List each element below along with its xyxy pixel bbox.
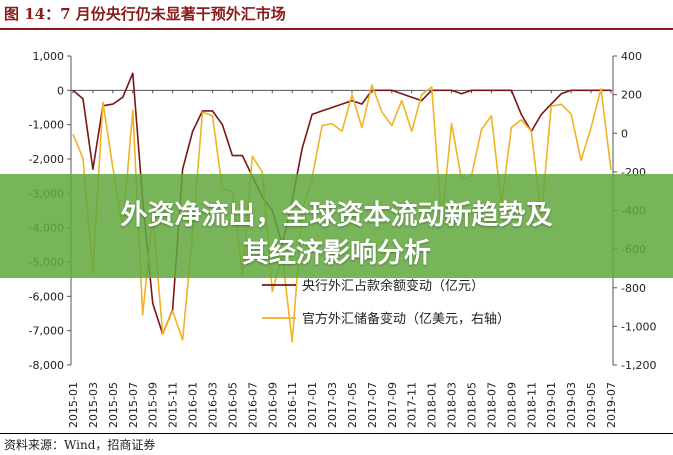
- right-tick-label: -1,000: [621, 320, 656, 333]
- x-tick-label: 2019-01: [545, 382, 558, 428]
- x-tick-label: 2017-07: [366, 382, 379, 428]
- chart-legend: 央行外汇占款余额变动（亿元） 官方外汇储备变动（亿美元，右轴）: [262, 278, 510, 327]
- x-axis: 2015-01 2015-03 2015-05 2015-07 2015-09 2015-…: [67, 89, 618, 428]
- x-tick-label: 2015-01: [67, 382, 80, 428]
- right-tick-label: -800: [621, 282, 646, 295]
- x-tick-label: 2018-09: [505, 382, 518, 428]
- x-tick-label: 2016-05: [226, 382, 239, 428]
- series-layer: [72, 72, 612, 343]
- left-tick-label: -8,000: [29, 359, 64, 372]
- series-line-reserves: [72, 84, 612, 343]
- x-tick-label: 2018-01: [426, 382, 439, 428]
- x-tick-label: 2015-09: [147, 382, 160, 428]
- x-tick-label: 2019-05: [585, 382, 598, 428]
- x-tick-label: 2015-05: [107, 382, 120, 428]
- left-tick-label: 1,000: [33, 50, 65, 63]
- x-tick-label: 2018-11: [525, 382, 538, 428]
- x-tick-label: 2015-07: [127, 382, 140, 428]
- x-tick-label: 2017-03: [326, 382, 339, 428]
- x-tick-label: 2019-03: [565, 382, 578, 428]
- banner-headline-line-2: 其经济影响分析: [242, 238, 431, 269]
- left-tick-label: -7,000: [29, 325, 64, 338]
- figure-title: 图 14：7 月份央行仍未显著干预外汇市场: [4, 5, 286, 23]
- source-divider: [0, 433, 673, 434]
- data-source: 资料来源：Wind，招商证券: [4, 438, 156, 452]
- left-tick-label: -6,000: [29, 290, 64, 303]
- x-tick-label: 2016-11: [286, 382, 299, 428]
- x-tick-label: 2019-07: [605, 382, 618, 428]
- x-tick-label: 2017-05: [346, 382, 359, 428]
- legend-label: 官方外汇储备变动（亿美元，右轴）: [302, 311, 510, 327]
- right-tick-label: 400: [621, 50, 642, 63]
- banner-headline-line-1: 外资净流出，全球资本流动新趋势及: [120, 200, 553, 231]
- x-tick-label: 2018-03: [446, 382, 459, 428]
- title-divider: [0, 28, 673, 30]
- left-tick-label: -2,000: [29, 153, 64, 166]
- x-tick-label: 2017-01: [306, 382, 319, 428]
- x-tick-label: 2017-11: [406, 382, 419, 428]
- x-tick-label: 2016-09: [266, 382, 279, 428]
- x-tick-label: 2016-07: [246, 382, 259, 428]
- headline-banner: 外资净流出，全球资本流动新趋势及 其经济影响分析: [0, 174, 673, 278]
- right-tick-label: 0: [621, 127, 628, 140]
- x-tick-label: 2018-07: [485, 382, 498, 428]
- x-tick-label: 2016-03: [206, 382, 219, 428]
- right-tick-label: 200: [621, 89, 642, 102]
- right-tick-label: -1,200: [621, 359, 656, 372]
- x-tick-label: 2016-01: [187, 382, 200, 428]
- x-tick-label: 2015-11: [167, 382, 180, 428]
- legend-label: 央行外汇占款余额变动（亿元）: [302, 278, 484, 294]
- x-tick-label: 2018-05: [466, 382, 479, 428]
- x-tick-label: 2015-03: [87, 382, 100, 428]
- left-tick-label: 0: [57, 84, 64, 97]
- x-tick-label: 2017-09: [386, 382, 399, 428]
- left-tick-label: -1,000: [29, 119, 64, 132]
